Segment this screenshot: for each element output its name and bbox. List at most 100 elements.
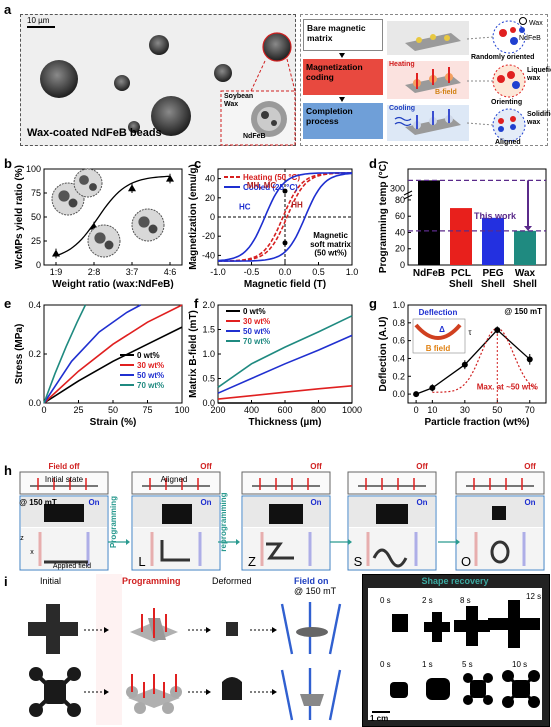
panel-label-h: h	[4, 463, 12, 478]
front-view-bg	[133, 528, 219, 569]
y-tick-label: 0.4	[28, 300, 41, 310]
annotation: τ	[468, 328, 472, 337]
label-solidified-wax: Solidified wax	[527, 111, 551, 126]
bead-highlighted	[262, 32, 292, 62]
inset-micrograph-bead	[104, 240, 114, 250]
annotation: (50 wt%)	[314, 248, 347, 257]
quad-field-on	[300, 694, 324, 706]
x-tick-label: -0.5	[244, 267, 260, 277]
step-completion: Completion process	[303, 103, 383, 139]
y-tick-label: 0.5	[202, 374, 215, 384]
x-tick-label: Shell	[513, 279, 537, 290]
beads-image	[27, 26, 296, 146]
shape-letter: S	[354, 554, 363, 569]
y-tick-label: 0	[400, 260, 405, 270]
label-on: On	[310, 498, 321, 507]
annotation: HH	[291, 200, 303, 209]
label-on: On	[200, 498, 211, 507]
time-label: 8 s	[460, 596, 471, 605]
cross-initial	[28, 604, 78, 654]
label-on: On	[524, 498, 535, 507]
y-tick-label: 20	[395, 244, 405, 254]
transition-arrow-head	[236, 539, 240, 545]
label-off: Off	[524, 462, 536, 471]
inset-micrograph	[73, 168, 103, 198]
data-point	[429, 384, 436, 391]
transition-arrow-head	[126, 539, 130, 545]
legend-label: 70 wt%	[243, 337, 270, 346]
panel-i: Initial Programming Deformed Field on @ …	[0, 574, 551, 727]
x-tick-label: 0	[414, 405, 419, 415]
cross-field-on	[296, 627, 328, 637]
label-applied-field: Applied field	[53, 563, 91, 570]
front-shape	[490, 540, 510, 564]
time-label: 2 s	[422, 596, 433, 605]
shape-letter: L	[138, 554, 145, 569]
legend-label: 30 wt%	[243, 317, 270, 326]
x-tick-label: 800	[311, 405, 326, 415]
data-point	[461, 361, 468, 368]
x-axis-label: Weight ratio (wax:NdFeB)	[52, 279, 173, 290]
label-programming: Programming	[109, 496, 118, 548]
quad-deformed	[222, 677, 242, 700]
x-tick-label: 200	[210, 405, 225, 415]
plot-frame	[407, 168, 547, 266]
axis-z: z	[20, 535, 24, 542]
x-tick-label: 50	[492, 405, 502, 415]
panel-a-process: Bare magnetic matrix Magnetization codin…	[300, 14, 551, 146]
front-view-bg	[243, 528, 329, 569]
x-axis-label: Thickness (µm)	[248, 417, 321, 428]
label-randomly-oriented: Randomly oriented	[471, 54, 535, 61]
data-point	[52, 249, 60, 257]
y-axis-label: Programming temp (°C)	[378, 161, 389, 273]
panel-h: Field off On Off On Off On Off On Off On L Z S O Initi…	[5, 462, 550, 572]
annotation: HC	[239, 202, 251, 211]
scalebar-1cm: 1 cm	[370, 714, 389, 723]
y-tick-label: 0.0	[202, 398, 215, 408]
legend-label: 50 wt%	[137, 371, 164, 380]
top-shape	[492, 506, 506, 520]
x-tick-label: 400	[244, 405, 259, 415]
cross-deformed	[226, 622, 238, 636]
y-tick-label: 0.0	[392, 389, 405, 399]
scalebar-label: 10 µm	[27, 16, 50, 25]
y-tick-label: 60	[395, 211, 405, 221]
panel-a-micrograph: 10 µm Wax-coated NdFeB beads Soybean Wax …	[20, 14, 296, 146]
frame-off	[241, 471, 331, 495]
label-cooling: Cooling	[389, 105, 416, 112]
y-tick-label: 0.2	[392, 371, 405, 381]
step-magnetization-coding: Magnetization coding	[303, 59, 383, 95]
y-tick-label: 100	[26, 164, 41, 174]
inset-micrograph-bead	[79, 175, 89, 185]
bar	[482, 217, 504, 265]
series-line	[43, 304, 183, 404]
annotation: Magnetic	[313, 231, 348, 240]
annotation: Deflection	[419, 308, 458, 317]
y-tick-label: 0.2	[28, 349, 41, 359]
legend-label: 0 wt%	[137, 351, 160, 360]
inset-micrograph-bead	[58, 190, 70, 202]
y-tick-label: 1.0	[202, 349, 215, 359]
panel-label-f: f	[194, 296, 199, 311]
annotation: B field	[426, 344, 451, 353]
time-label: 0 s	[380, 660, 391, 669]
annotation: MH, MC	[247, 181, 277, 190]
x-tick-label: 1:9	[50, 267, 63, 277]
annotation: Δ	[439, 325, 445, 334]
front-shape	[266, 542, 294, 560]
x-tick-label: 50	[108, 405, 118, 415]
axis-break	[403, 194, 413, 200]
time-label: 12 s	[526, 592, 542, 601]
label-initial-state: Initial state	[45, 475, 84, 484]
x-tick-label: 3:7	[126, 267, 139, 277]
label-liquefied-wax: Liquefied wax	[527, 67, 551, 82]
label-aligned: Aligned	[495, 139, 521, 146]
bead	[114, 75, 130, 91]
inset-micrograph-bead	[148, 224, 158, 234]
label-on: On	[416, 498, 427, 507]
frame-off	[455, 471, 545, 495]
panel-label-d: d	[369, 156, 377, 171]
inset-micrograph-bead	[94, 232, 106, 244]
x-tick-label: 10	[427, 405, 437, 415]
bead	[151, 96, 191, 136]
